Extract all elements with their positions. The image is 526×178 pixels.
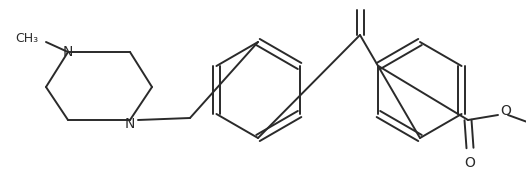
Text: O: O xyxy=(464,156,476,170)
Text: O: O xyxy=(500,104,511,118)
Text: N: N xyxy=(125,117,135,131)
Text: CH₃: CH₃ xyxy=(15,32,38,44)
Text: O: O xyxy=(355,0,366,2)
Text: N: N xyxy=(63,45,73,59)
